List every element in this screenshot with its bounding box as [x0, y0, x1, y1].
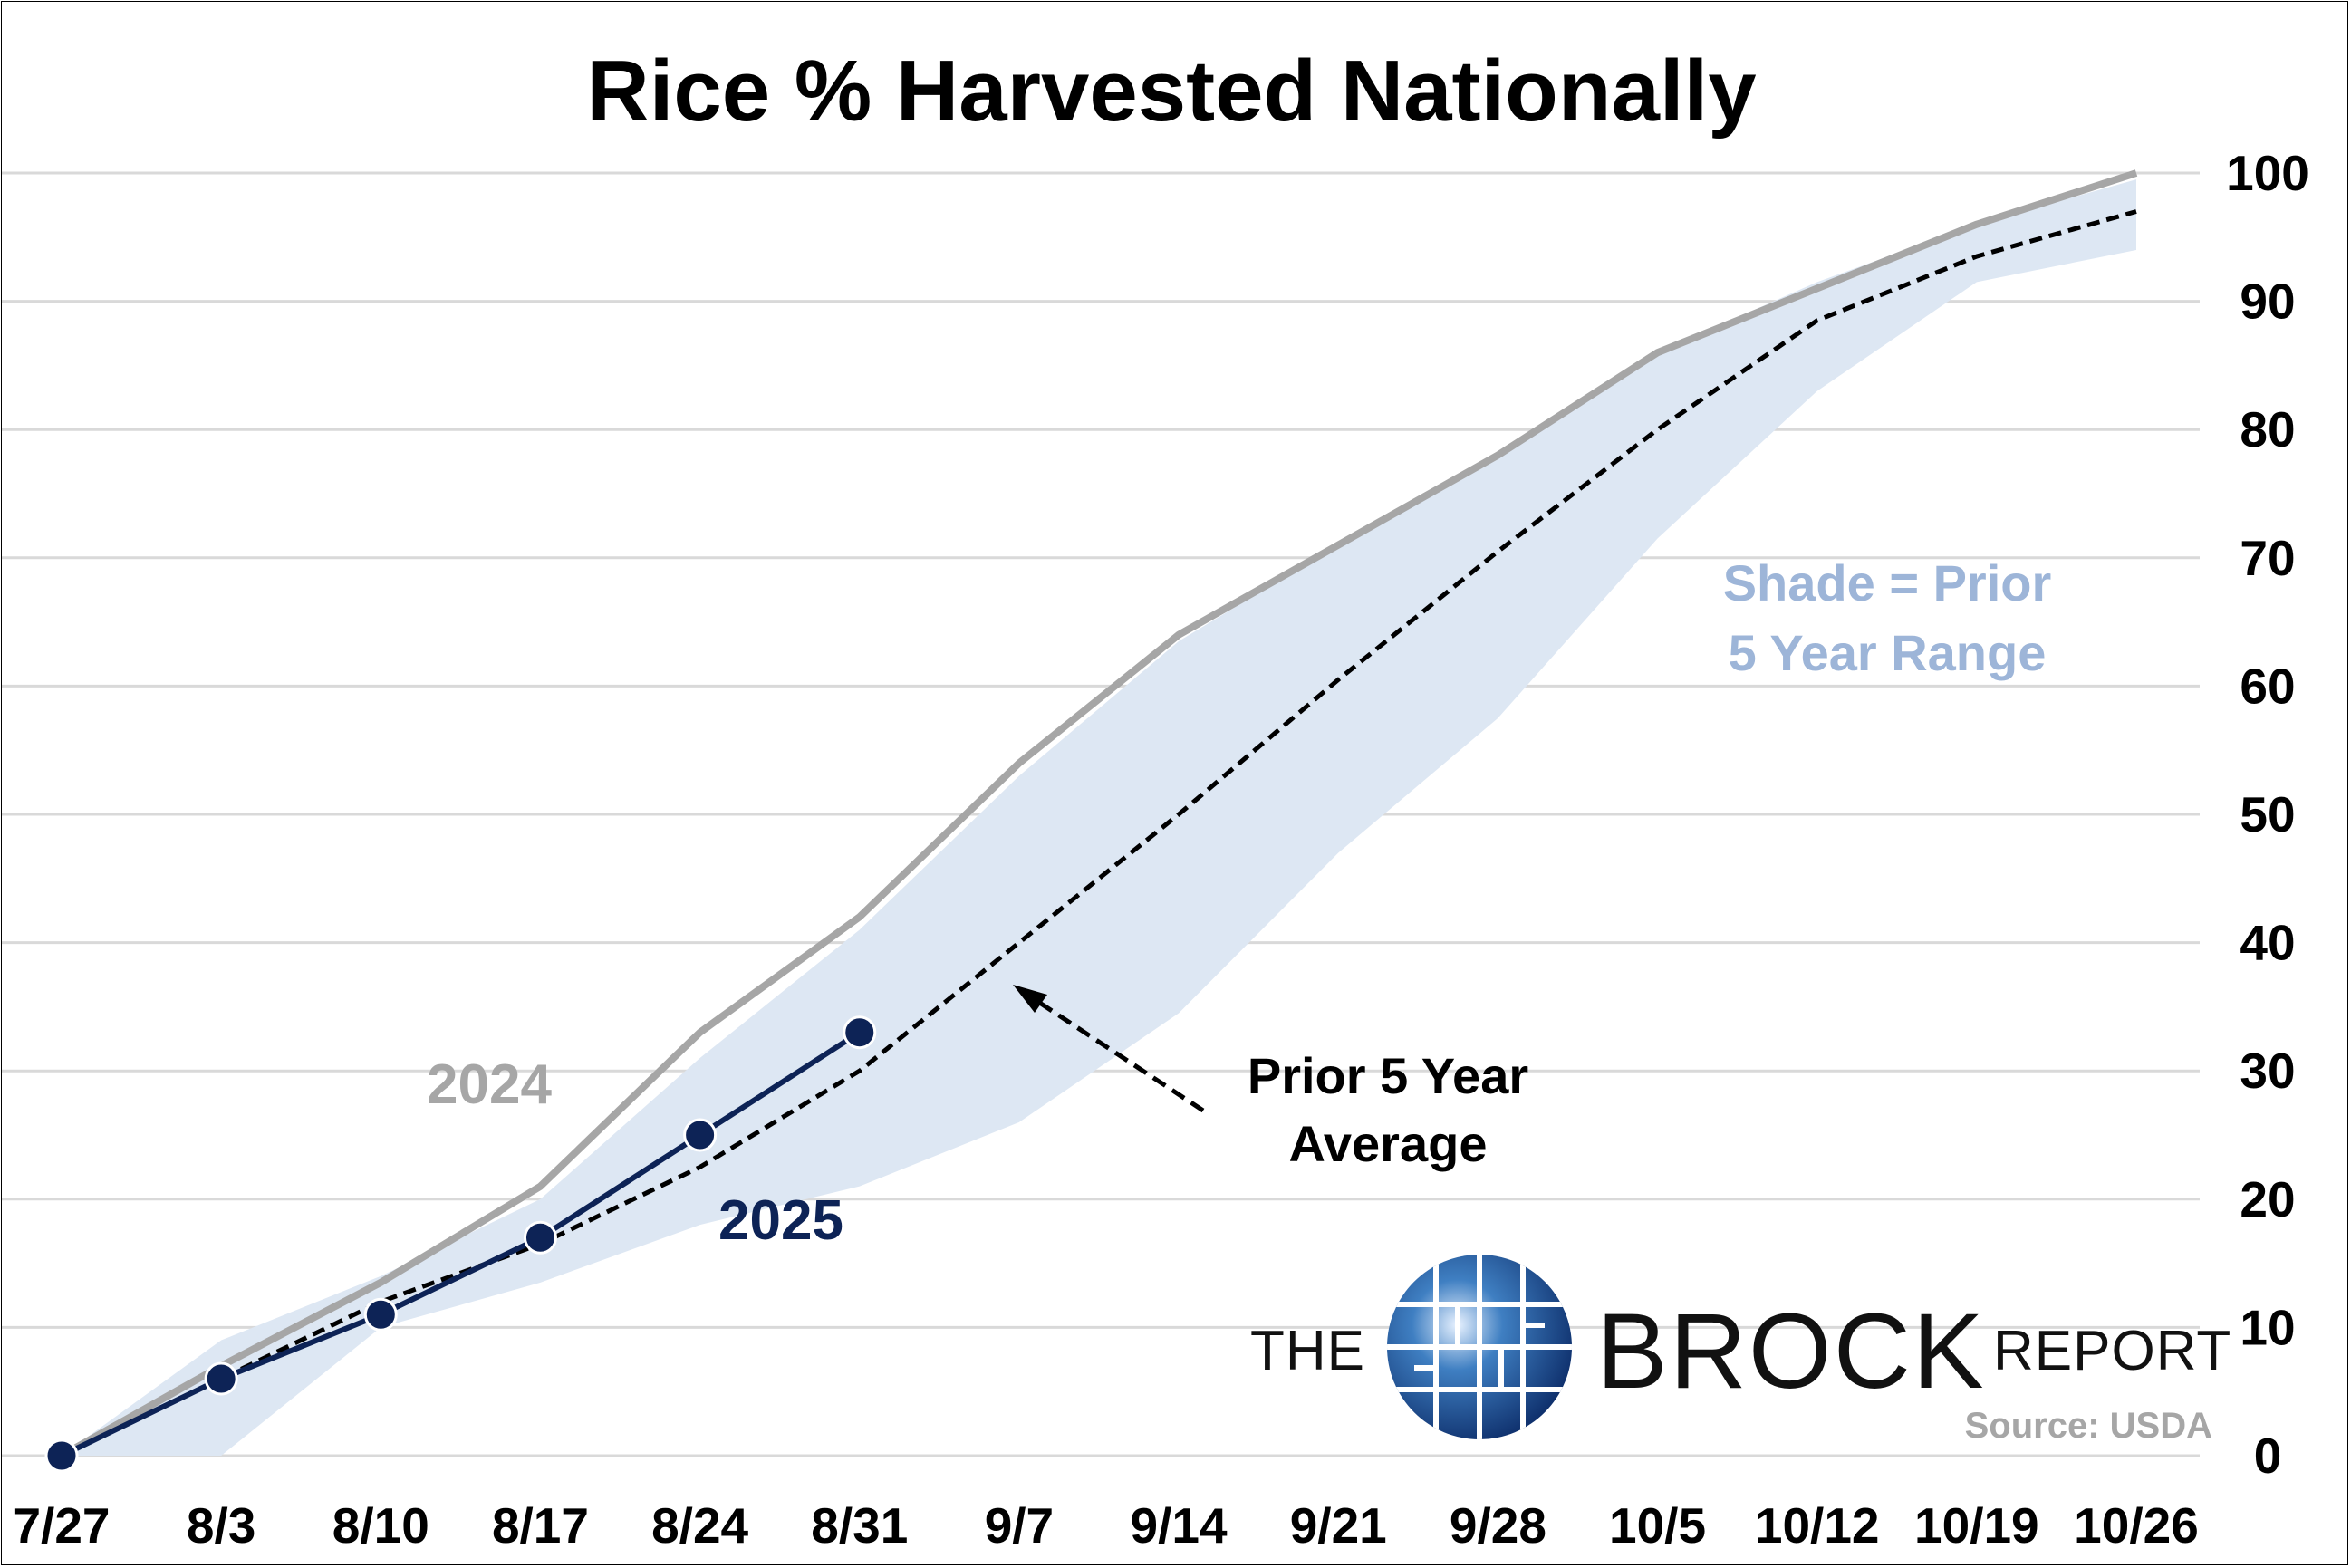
- label-2025: 2025: [718, 1189, 843, 1252]
- globe-icon: [1387, 1255, 1572, 1439]
- series-layer: [44, 169, 2138, 1473]
- x-tick-label: 9/21: [1290, 1497, 1387, 1554]
- x-tick-label: 9/7: [985, 1497, 1054, 1554]
- x-tick-layer: 7/27 8/3 8/10 8/17 8/24 8/31 9/7 9/14 9/21 9/28 10…: [13, 1497, 2198, 1554]
- x-tick-label: 8/3: [187, 1497, 255, 1554]
- avg-note-line2: Average: [1289, 1115, 1488, 1172]
- y-tick-label: 20: [2240, 1171, 2295, 1227]
- logo-brock: BROCK: [1596, 1292, 1986, 1411]
- x-tick-label: 8/10: [332, 1497, 429, 1554]
- range-band: [62, 179, 2136, 1457]
- x-tick-label: 9/28: [1450, 1497, 1546, 1554]
- x-tick-label: 8/24: [651, 1497, 748, 1554]
- y-tick-label: 60: [2240, 658, 2295, 714]
- y-tick-label: 40: [2240, 915, 2295, 971]
- data-point-2025: [683, 1118, 718, 1152]
- x-tick-label: 10/5: [1609, 1497, 1706, 1554]
- x-tick-label: 10/26: [2074, 1497, 2199, 1554]
- data-point-2025: [363, 1297, 398, 1332]
- chart-title: Rice % Harvested Nationally: [586, 43, 1756, 139]
- data-point-2025: [523, 1220, 557, 1255]
- y-tick-label: 30: [2240, 1043, 2295, 1099]
- logo-report: REPORT: [1993, 1320, 2231, 1382]
- logo-the: THE: [1250, 1320, 1365, 1382]
- shade-note-line2: 5 Year Range: [1729, 624, 2047, 681]
- y-tick-layer: 0 10 20 30 40 50 60 70 80 90 100: [2226, 145, 2309, 1484]
- x-tick-label: 8/31: [811, 1497, 908, 1554]
- x-tick-label: 10/19: [1914, 1497, 2039, 1554]
- avg-note-arrow: [1013, 985, 1205, 1113]
- y-tick-label: 90: [2240, 274, 2295, 330]
- x-tick-label: 10/12: [1755, 1497, 1880, 1554]
- series-line-five-year-average: [60, 209, 2137, 1458]
- y-tick-label: 100: [2226, 145, 2309, 201]
- brock-report-logo: THE: [1250, 1255, 2231, 1439]
- x-tick-label: 9/14: [1131, 1497, 1228, 1554]
- range-band-layer: [62, 179, 2136, 1457]
- data-point-2025: [44, 1438, 79, 1473]
- data-point-2025: [843, 1015, 877, 1050]
- source-note: Source: USDA: [1965, 1406, 2212, 1446]
- data-point-2025: [204, 1361, 238, 1396]
- y-tick-label: 80: [2240, 401, 2295, 457]
- series-line-2024: [60, 169, 2138, 1459]
- y-tick-label: 10: [2240, 1299, 2295, 1355]
- shade-note-line1: Shade = Prior: [1723, 554, 2052, 611]
- y-tick-label: 50: [2240, 786, 2295, 842]
- avg-note-line1: Prior 5 Year: [1248, 1047, 1528, 1104]
- y-tick-label: 70: [2240, 530, 2295, 586]
- y-tick-label: 0: [2254, 1428, 2282, 1484]
- x-tick-label: 7/27: [13, 1497, 110, 1554]
- label-2024: 2024: [427, 1053, 552, 1116]
- x-tick-label: 8/17: [492, 1497, 589, 1554]
- series-line-2025: [60, 1030, 862, 1458]
